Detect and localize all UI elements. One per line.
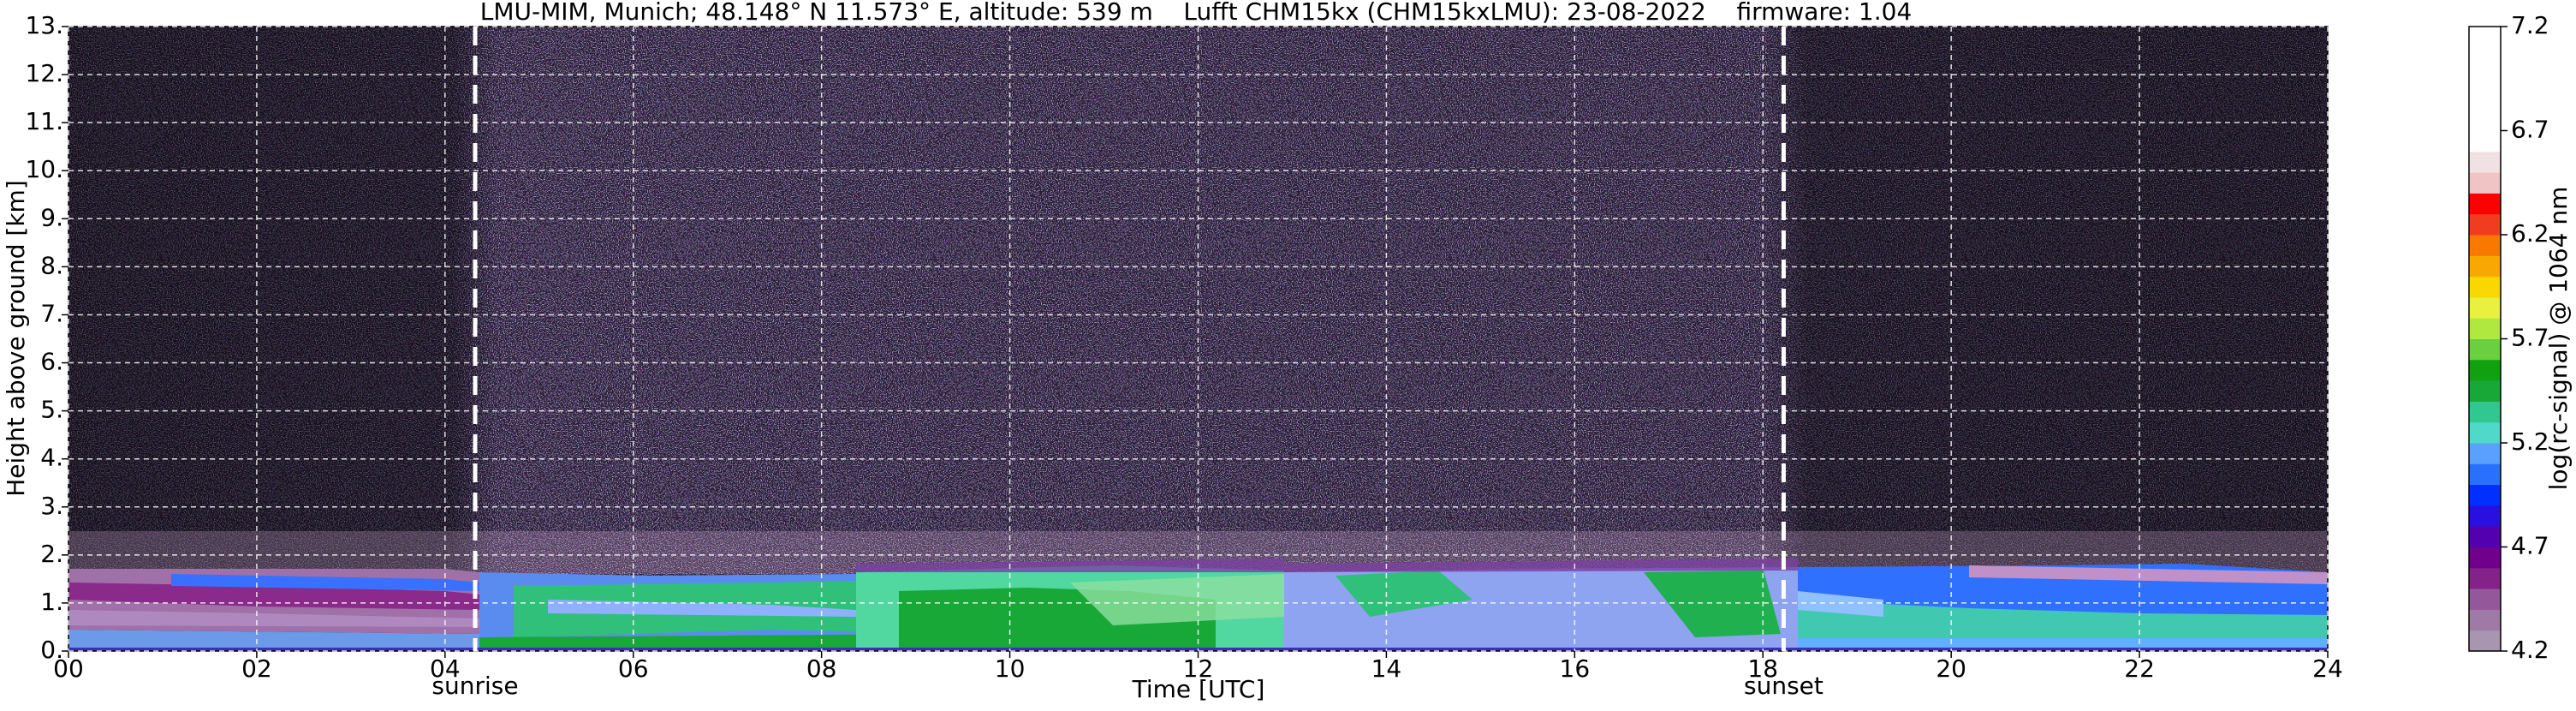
colorbar-cell [2469, 567, 2501, 589]
colorbar-cell [2469, 630, 2501, 652]
colorbar-cell [2469, 609, 2501, 631]
colorbar-cell [2469, 296, 2501, 319]
colorbar-cell [2469, 172, 2501, 194]
chart-title: LMU-MIM, Munich; 48.148° N 11.573° E, al… [480, 0, 1913, 26]
x-tick-label: 12 [1183, 654, 1214, 683]
colorbar-cell [2469, 68, 2501, 90]
x-tick-label: 14 [1371, 654, 1402, 683]
colorbar-tick-label: 7.2 [2511, 11, 2549, 39]
y-tick-label: 0. [40, 636, 63, 664]
colorbar-cell [2469, 484, 2501, 506]
x-tick-label: 04 [430, 654, 461, 683]
y-tick-label: 7. [40, 299, 63, 327]
y-axis-label: Height above ground [km] [2, 180, 30, 497]
colorbar-cell [2469, 88, 2501, 111]
y-tick-label: 9. [40, 203, 63, 231]
x-tick-label: 20 [1936, 654, 1966, 683]
y-tick-label: 4. [40, 444, 63, 472]
colorbar-cell [2469, 401, 2501, 423]
y-tick-label: 8. [40, 251, 63, 279]
x-axis-label: Time [UTC] [1132, 675, 1265, 703]
colorbar-cell [2469, 47, 2501, 69]
colorbar-tick-label: 6.7 [2511, 116, 2549, 144]
colorbar-tick-label: 5.2 [2511, 427, 2549, 456]
colorbar-cell [2469, 338, 2501, 361]
x-tick-label: 08 [806, 654, 837, 683]
colorbar-cell [2469, 151, 2501, 173]
colorbar-cell [2469, 443, 2501, 464]
x-tick-label: 06 [618, 654, 649, 683]
x-tick-label: 24 [2312, 654, 2343, 683]
y-tick-label: 5. [40, 396, 63, 424]
colorbar-label: log(rc-signal) @ 1064 nm [2544, 187, 2573, 491]
colorbar-cell [2469, 380, 2501, 402]
x-tick-label: 02 [241, 654, 272, 683]
y-tick-label: 11. [25, 107, 63, 135]
x-tick-label: 16 [1560, 654, 1591, 683]
y-tick-label: 2. [40, 540, 63, 568]
colorbar-cell [2469, 193, 2501, 215]
y-tick-label: 10. [25, 155, 63, 183]
event-label: sunset [1744, 672, 1823, 700]
colorbar-cell [2469, 213, 2501, 236]
colorbar-cell [2469, 421, 2501, 444]
y-tick-label: 6. [40, 348, 63, 376]
colorbar-cell [2469, 110, 2501, 131]
colorbar-tick-label: 5.7 [2511, 324, 2549, 352]
colorbar-cell [2469, 27, 2501, 48]
x-tick-label: 00 [53, 654, 84, 683]
y-tick-label: 13. [25, 11, 63, 39]
y-tick-label: 3. [40, 492, 63, 520]
colorbar-tick-label: 4.7 [2511, 532, 2549, 560]
colorbar-cell [2469, 463, 2501, 486]
colorbar-cell [2469, 318, 2501, 339]
colorbar-cell [2469, 505, 2501, 527]
colorbar-cell [2469, 359, 2501, 381]
event-label: sunrise [431, 672, 518, 700]
colorbar-cell [2469, 547, 2501, 569]
x-tick-label: 18 [1747, 654, 1778, 683]
colorbar-tick-label: 6.2 [2511, 219, 2549, 248]
colorbar-cell [2469, 255, 2501, 278]
x-tick-label: 22 [2124, 654, 2155, 683]
colorbar-tick-label: 4.2 [2511, 636, 2549, 664]
colorbar-cell [2469, 526, 2501, 547]
colorbar-cell [2469, 130, 2501, 152]
x-tick-label: 10 [995, 654, 1026, 683]
colorbar-cell [2469, 276, 2501, 298]
colorbar-cell [2469, 235, 2501, 256]
y-tick-label: 12. [25, 59, 63, 87]
colorbar-cell [2469, 589, 2501, 610]
y-tick-label: 1. [40, 588, 63, 616]
